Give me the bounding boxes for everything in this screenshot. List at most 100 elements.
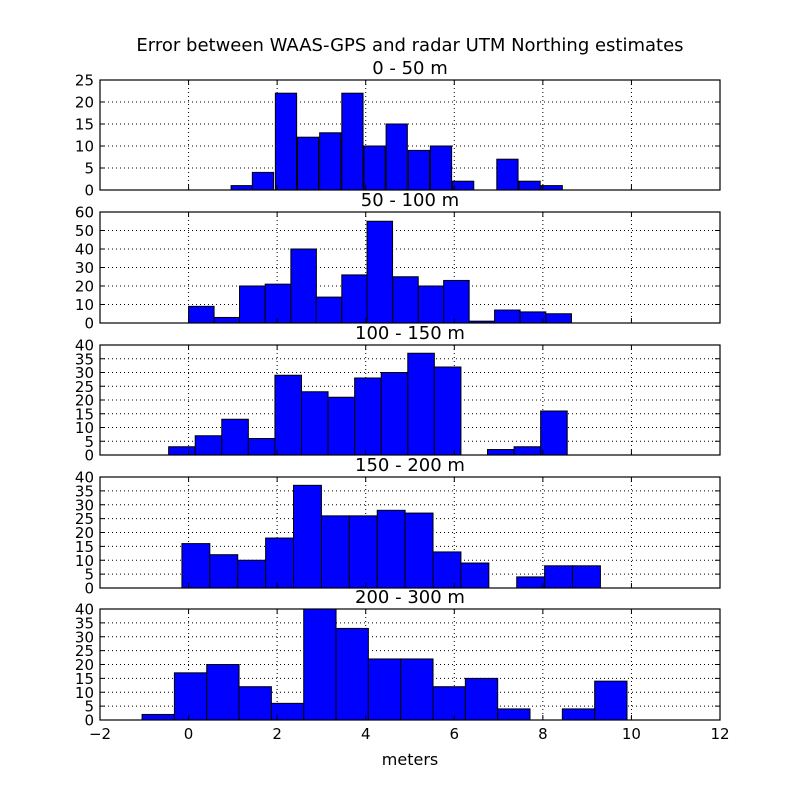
panel-title: 50 - 100 m — [361, 190, 459, 211]
histogram-bar — [497, 708, 531, 721]
histogram-bar — [297, 136, 320, 191]
histogram-bar — [251, 171, 275, 191]
y-tick-label: 25 — [75, 642, 94, 660]
histogram-bar — [265, 537, 295, 589]
histogram-bar — [417, 285, 445, 324]
histogram-bar — [496, 158, 519, 191]
y-tick-label: 40 — [75, 241, 94, 259]
histogram-bar — [544, 565, 574, 589]
y-tick-label: 15 — [75, 116, 94, 134]
histogram-bar — [519, 311, 547, 324]
shared-x-axis: −2 0 2 4 6 8 10 12 — [89, 725, 730, 743]
histogram-bar — [274, 374, 302, 456]
histogram-bar — [206, 664, 240, 721]
y-tick-label: 15 — [75, 670, 94, 688]
x-tick-label: −2 — [89, 725, 111, 743]
histogram-bar — [404, 512, 434, 589]
histogram-bar — [407, 149, 430, 191]
histogram-bar — [209, 554, 239, 589]
y-tick-label: 10 — [75, 684, 94, 702]
histogram-bar — [239, 285, 266, 324]
histogram-bar — [188, 305, 215, 324]
panel-title: 150 - 200 m — [355, 455, 465, 476]
x-tick-label: 0 — [184, 725, 194, 743]
histogram-panel: 0 5 10 15 20 25 0 - 50 m — [75, 58, 721, 200]
y-tick-label: 0 — [84, 315, 94, 333]
histogram-bar — [181, 543, 211, 589]
y-tick-label: 30 — [75, 628, 94, 646]
histogram-bar — [315, 296, 343, 324]
y-tick-label: 20 — [75, 524, 94, 542]
histogram-bar — [460, 562, 490, 589]
histogram-bar — [320, 515, 350, 589]
panel-title: 100 - 150 m — [355, 323, 465, 344]
histogram-bar — [545, 313, 572, 324]
y-tick-label: 50 — [75, 222, 94, 240]
histogram-bar — [141, 713, 175, 721]
histogram-bar — [540, 410, 568, 456]
y-tick-label: 10 — [75, 419, 94, 437]
histogram-bar — [247, 438, 276, 456]
histogram-bar — [264, 283, 292, 324]
histogram-bar — [327, 396, 356, 456]
histogram-bar — [516, 576, 546, 589]
y-tick-label: 40 — [75, 601, 94, 619]
y-tick-label: 25 — [75, 378, 94, 396]
panel-title: 200 - 300 m — [355, 587, 465, 608]
y-tick-label: 10 — [75, 552, 94, 570]
histogram-bar — [194, 435, 223, 456]
histogram-bar — [238, 686, 272, 721]
histogram-bar — [274, 92, 298, 191]
histogram-bar — [366, 220, 394, 324]
histogram-bar — [221, 418, 249, 456]
x-tick-label: 8 — [538, 725, 548, 743]
y-tick-label: 10 — [75, 296, 94, 314]
histogram-bar — [518, 180, 541, 191]
x-tick-label: 6 — [450, 725, 460, 743]
y-tick-label: 30 — [75, 259, 94, 277]
y-tick-label: 40 — [75, 469, 94, 487]
x-axis-label: meters — [382, 750, 438, 769]
y-tick-label: 25 — [75, 72, 94, 90]
histogram-bar — [400, 658, 434, 721]
histogram-bar — [319, 132, 342, 191]
histogram-bar — [443, 279, 470, 324]
histogram-bar — [290, 248, 317, 324]
histogram-bar — [270, 702, 305, 721]
histogram-bar — [348, 515, 378, 589]
y-tick-label: 5 — [84, 698, 94, 716]
histogram-bar — [168, 446, 196, 456]
histogram-bar — [354, 377, 382, 456]
y-tick-label: 0 — [84, 712, 94, 730]
histogram-bar — [432, 686, 466, 721]
histogram-bar — [213, 316, 241, 324]
panel-title: 0 - 50 m — [372, 58, 448, 79]
histogram-bar — [230, 185, 253, 191]
histogram-bar — [494, 309, 521, 324]
histogram-bar — [293, 484, 322, 589]
histogram-bar — [392, 276, 419, 324]
y-tick-label: 5 — [84, 160, 94, 178]
x-tick-label: 4 — [361, 725, 371, 743]
histogram-bar — [407, 352, 435, 456]
y-tick-label: 30 — [75, 496, 94, 514]
y-tick-label: 15 — [75, 405, 94, 423]
x-tick-label: 12 — [710, 725, 729, 743]
histogram-bar — [380, 372, 409, 456]
y-tick-label: 20 — [75, 94, 94, 112]
histogram-bar — [301, 391, 329, 456]
histogram-bar — [433, 366, 462, 456]
histogram-bar — [513, 446, 542, 456]
y-tick-label: 5 — [84, 566, 94, 584]
histogram-bar — [237, 559, 267, 589]
histogram-bar — [572, 565, 601, 589]
histogram-bar — [385, 123, 408, 191]
histogram-bar — [540, 185, 563, 191]
histogram-bar — [335, 627, 369, 721]
histogram-bar — [594, 680, 628, 721]
